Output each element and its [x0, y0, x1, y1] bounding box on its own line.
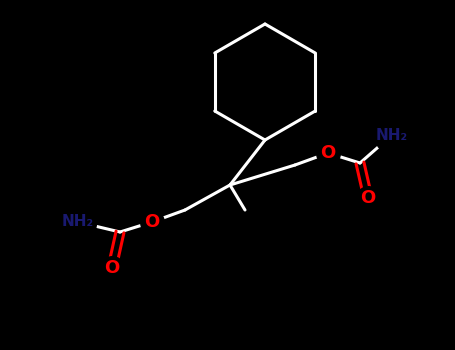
Text: O: O	[104, 259, 120, 277]
Text: NH₂: NH₂	[376, 127, 408, 142]
Text: O: O	[144, 213, 160, 231]
Text: NH₂: NH₂	[62, 215, 94, 230]
Text: O: O	[320, 144, 336, 162]
Text: O: O	[360, 189, 376, 207]
